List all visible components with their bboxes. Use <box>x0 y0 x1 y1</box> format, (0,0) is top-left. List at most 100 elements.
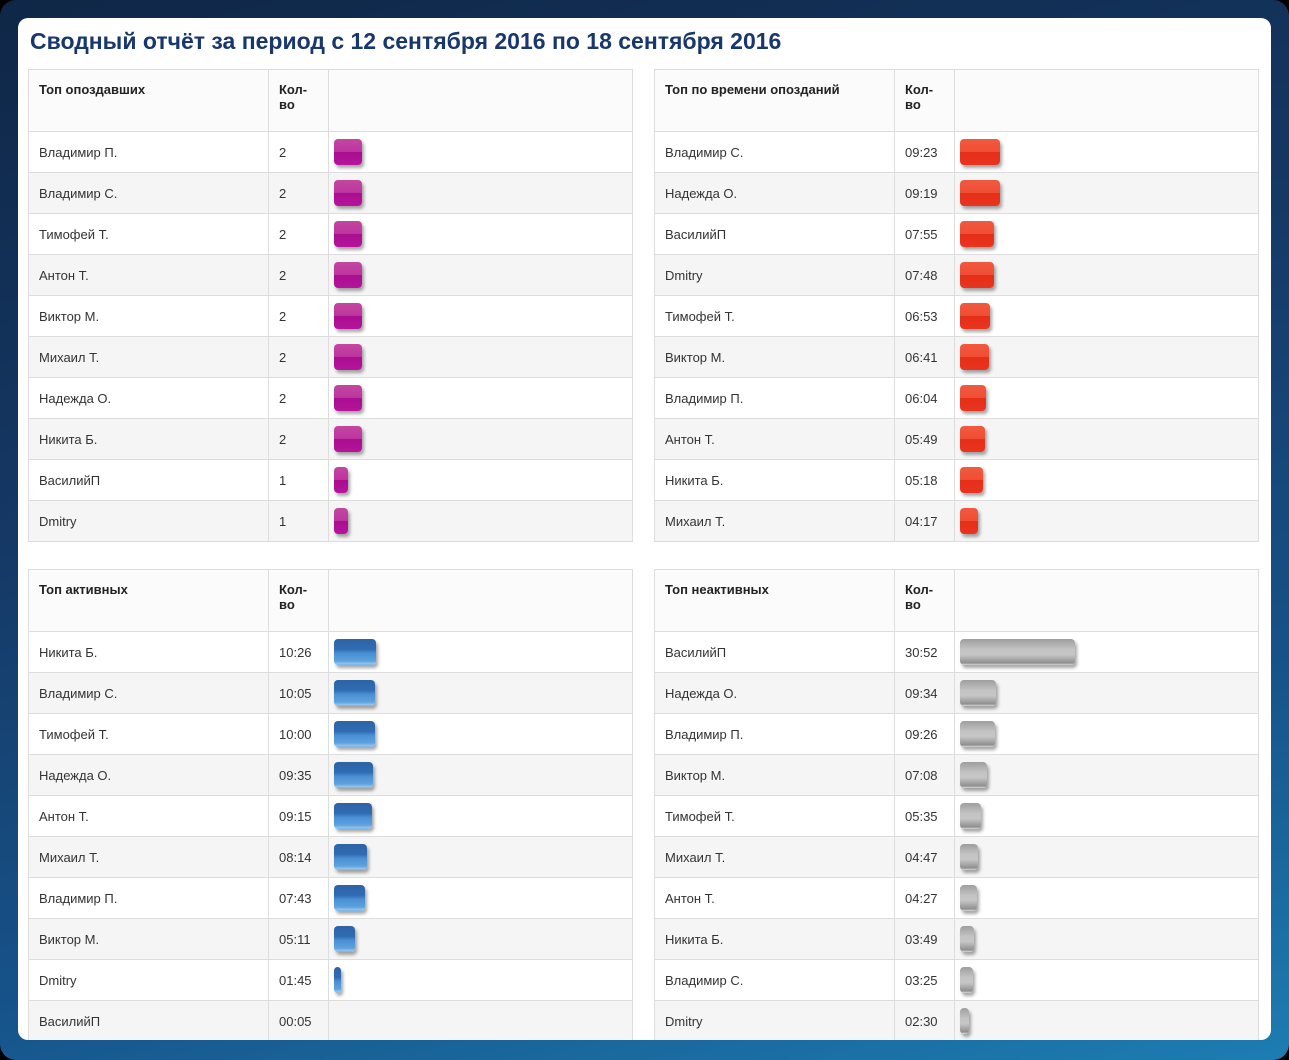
value-cell: 07:43 <box>268 877 329 920</box>
bar-cell <box>954 754 1259 797</box>
table-row: Dmitry 01:45 <box>28 959 633 1002</box>
person-name: Никита Б. <box>28 631 269 674</box>
bar-cell <box>328 713 633 756</box>
person-name: Тимофей Т. <box>654 795 895 838</box>
report-table-active: Топ активных Кол-во Никита Б. 10:26 Владим… <box>28 569 633 1040</box>
table-row: Надежда О. 09:19 <box>654 172 1259 215</box>
value-bar <box>334 844 368 871</box>
bar-column-header <box>954 69 1259 133</box>
value-cell: 07:08 <box>894 754 955 797</box>
table-row: Надежда О. 2 <box>28 377 633 420</box>
report-table-late-time: Топ по времени опозданий Кол-во Владимир… <box>654 69 1259 543</box>
value-cell: 05:18 <box>894 459 955 502</box>
table-title-header: Топ по времени опозданий <box>654 69 895 133</box>
table-title-header: Топ опоздавших <box>28 69 269 133</box>
value-bar <box>960 467 983 494</box>
value-bar <box>334 680 375 707</box>
person-name: Владимир С. <box>28 172 269 215</box>
table-row: Dmitry 02:30 <box>654 1000 1259 1040</box>
person-name: Антон Т. <box>28 254 269 297</box>
person-name: Dmitry <box>28 500 269 543</box>
table-row: Тимофей Т. 06:53 <box>654 295 1259 338</box>
person-name: Михаил Т. <box>28 836 269 879</box>
bar-cell <box>954 213 1259 256</box>
bar-cell <box>954 131 1259 174</box>
bar-cell <box>954 172 1259 215</box>
value-bar <box>334 967 342 994</box>
value-cell: 2 <box>268 213 329 256</box>
value-bar <box>960 1008 970 1035</box>
value-cell: 10:00 <box>268 713 329 756</box>
value-cell: 07:55 <box>894 213 955 256</box>
value-cell: 05:11 <box>268 918 329 961</box>
bar-cell <box>328 877 633 920</box>
table-row: ВасилийП 1 <box>28 459 633 502</box>
table-row: ВасилийП 30:52 <box>654 631 1259 674</box>
bar-cell <box>328 500 633 543</box>
bar-cell <box>954 918 1259 961</box>
person-name: ВасилийП <box>654 213 895 256</box>
bar-cell <box>954 336 1259 379</box>
value-cell: 2 <box>268 172 329 215</box>
bar-cell <box>954 959 1259 1002</box>
person-name: Владимир С. <box>654 131 895 174</box>
value-bar <box>960 508 979 535</box>
bar-cell <box>328 836 633 879</box>
value-bar <box>334 926 355 953</box>
value-bar <box>334 885 366 912</box>
person-name: Владимир П. <box>28 131 269 174</box>
value-bar <box>334 221 362 248</box>
table-row: Антон Т. 2 <box>28 254 633 297</box>
table-row: Виктор М. 2 <box>28 295 633 338</box>
person-name: Dmitry <box>654 254 895 297</box>
value-cell: 1 <box>268 500 329 543</box>
value-cell: 04:17 <box>894 500 955 543</box>
table-header-row: Топ опоздавших Кол-во <box>28 69 633 133</box>
table-row: ВасилийП 00:05 <box>28 1000 633 1040</box>
person-name: Антон Т. <box>654 418 895 461</box>
value-cell: 2 <box>268 377 329 420</box>
value-cell: 09:26 <box>894 713 955 756</box>
count-column-header: Кол-во <box>268 69 329 133</box>
bar-cell <box>954 500 1259 543</box>
value-bar <box>334 762 373 789</box>
bar-cell <box>328 959 633 1002</box>
table-row: Никита Б. 05:18 <box>654 459 1259 502</box>
person-name: Виктор М. <box>28 295 269 338</box>
table-row: Владимир П. 06:04 <box>654 377 1259 420</box>
page-title: Сводный отчёт за период с 12 сентября 20… <box>30 28 782 54</box>
value-bar <box>960 385 987 412</box>
bar-cell <box>328 631 633 674</box>
person-name: Dmitry <box>28 959 269 1002</box>
value-bar <box>334 344 362 371</box>
bar-cell <box>954 836 1259 879</box>
table-row: Надежда О. 09:35 <box>28 754 633 797</box>
person-name: Михаил Т. <box>654 500 895 543</box>
table-row: Михаил Т. 08:14 <box>28 836 633 879</box>
table-row: Михаил Т. 04:47 <box>654 836 1259 879</box>
bar-cell <box>328 418 633 461</box>
value-bar <box>334 639 377 666</box>
value-cell: 08:14 <box>268 836 329 879</box>
table-row: Dmitry 07:48 <box>654 254 1259 297</box>
bar-cell <box>328 336 633 379</box>
value-bar <box>960 762 987 789</box>
table-header-row: Топ активных Кол-во <box>28 569 633 633</box>
report-table-inactive: Топ неактивных Кол-во ВасилийП 30:52 Надеж… <box>654 569 1259 1040</box>
person-name: Михаил Т. <box>654 836 895 879</box>
value-cell: 10:26 <box>268 631 329 674</box>
table-row: Михаил Т. 04:17 <box>654 500 1259 543</box>
bar-cell <box>954 877 1259 920</box>
value-cell: 2 <box>268 254 329 297</box>
person-name: Владимир П. <box>654 377 895 420</box>
bar-cell <box>954 672 1259 715</box>
bar-cell <box>954 795 1259 838</box>
value-bar <box>960 803 981 830</box>
bar-cell <box>954 1000 1259 1040</box>
bar-cell <box>328 131 633 174</box>
count-column-header: Кол-во <box>894 569 955 633</box>
table-row: Владимир С. 03:25 <box>654 959 1259 1002</box>
bar-cell <box>328 1000 633 1040</box>
value-cell: 1 <box>268 459 329 502</box>
bar-cell <box>954 295 1259 338</box>
